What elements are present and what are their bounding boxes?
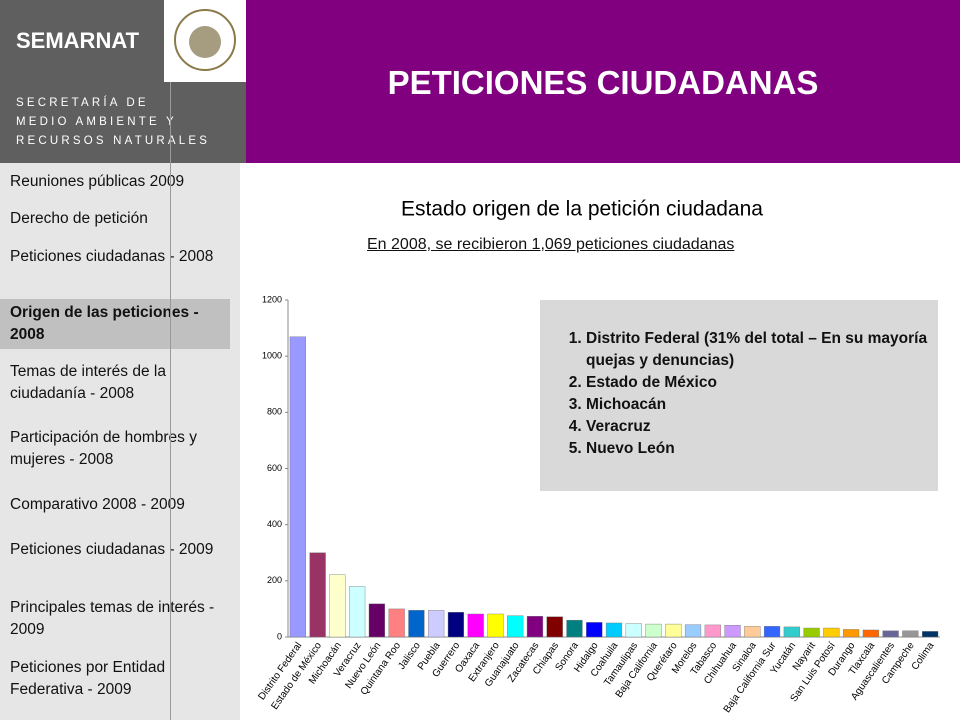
bar: [803, 627, 820, 638]
bar: [625, 623, 642, 638]
note-item: Veracruz: [586, 416, 938, 438]
bar: [447, 612, 465, 638]
nav-item: Peticiones por Entidad Federativa - 2009: [10, 659, 166, 698]
nav-item: Peticiones ciudadanas - 2009: [10, 541, 214, 558]
bar: [645, 623, 662, 638]
bar: [724, 625, 741, 638]
bar: [428, 610, 445, 638]
bar: [349, 586, 366, 638]
nav-item: Derecho de petición: [10, 210, 148, 227]
bar: [665, 623, 682, 638]
y-tick-label: 200: [267, 575, 282, 585]
bar: [329, 574, 346, 638]
note-item: Estado de México: [586, 372, 938, 394]
bar: [842, 629, 860, 638]
nav-item: Origen de las peticiones - 2008: [0, 299, 230, 349]
nav-item: Principales temas de interés - 2009: [10, 599, 215, 638]
bar: [467, 613, 484, 638]
bar: [862, 629, 879, 638]
sidebar: Reuniones públicas 2009 Derecho de petici…: [0, 163, 240, 720]
y-tick-label: 800: [267, 407, 282, 417]
bar: [823, 627, 840, 638]
bar: [388, 608, 405, 638]
nav-item: Reuniones públicas 2009: [10, 173, 185, 190]
bar: [783, 626, 800, 638]
bar: [507, 615, 524, 638]
bar: [368, 603, 386, 638]
agency-line: RECURSOS NATURALES: [16, 135, 211, 147]
bar: [546, 616, 563, 638]
bar: [704, 624, 721, 638]
chart-title: Estado origen de la petición ciudadana: [401, 198, 763, 221]
nav-item: Participación de hombres y mujeres - 200…: [10, 429, 197, 468]
agency: SECRETARÍA DE MEDIO AMBIENTE Y RECURSOS NA…: [0, 82, 246, 163]
y-tick-label: 400: [267, 519, 282, 529]
bar: [309, 552, 326, 638]
notes-box: Distrito Federal (31% del total – En su …: [540, 300, 938, 491]
brand: SEMARNAT: [16, 28, 140, 53]
logo: SEMARNAT: [0, 0, 164, 82]
y-tick-label: 600: [267, 463, 282, 473]
nav-item: Peticiones ciudadanas - 2008: [10, 248, 214, 265]
seal: [164, 0, 246, 82]
agency-line: SECRETARÍA DE: [16, 97, 149, 109]
seal-icon: [174, 9, 236, 71]
bar: [763, 626, 781, 638]
note-item: Michoacán: [586, 394, 938, 416]
subtitle: En 2008, se recibieron 1,069 peticiones …: [367, 236, 735, 253]
bar: [922, 631, 939, 638]
nav-item: Temas de interés de la ciudadanía - 2008: [10, 363, 166, 402]
bar: [566, 619, 583, 638]
y-tick-label: 1000: [262, 351, 282, 361]
bar: [605, 622, 623, 638]
y-tick-label: 1200: [262, 294, 282, 304]
agency-line: MEDIO AMBIENTE Y: [16, 116, 177, 128]
divider: [170, 82, 171, 720]
bar: [408, 610, 425, 638]
page-title: PETICIONES CIUDADANAS: [387, 64, 819, 101]
bar: [586, 622, 603, 638]
note-item: Distrito Federal (31% del total – En su …: [586, 328, 938, 372]
nav-item: Comparativo 2008 - 2009: [10, 496, 185, 513]
bar: [902, 630, 919, 638]
bar: [487, 613, 504, 638]
note-item: Nuevo León: [586, 438, 938, 460]
bar: [684, 624, 702, 638]
notes-list: Distrito Federal (31% del total – En su …: [540, 328, 938, 460]
bar: [744, 626, 761, 638]
bar: [526, 616, 544, 638]
y-tick-label: 0: [277, 631, 282, 641]
bar: [289, 336, 306, 638]
bar: [882, 630, 899, 638]
